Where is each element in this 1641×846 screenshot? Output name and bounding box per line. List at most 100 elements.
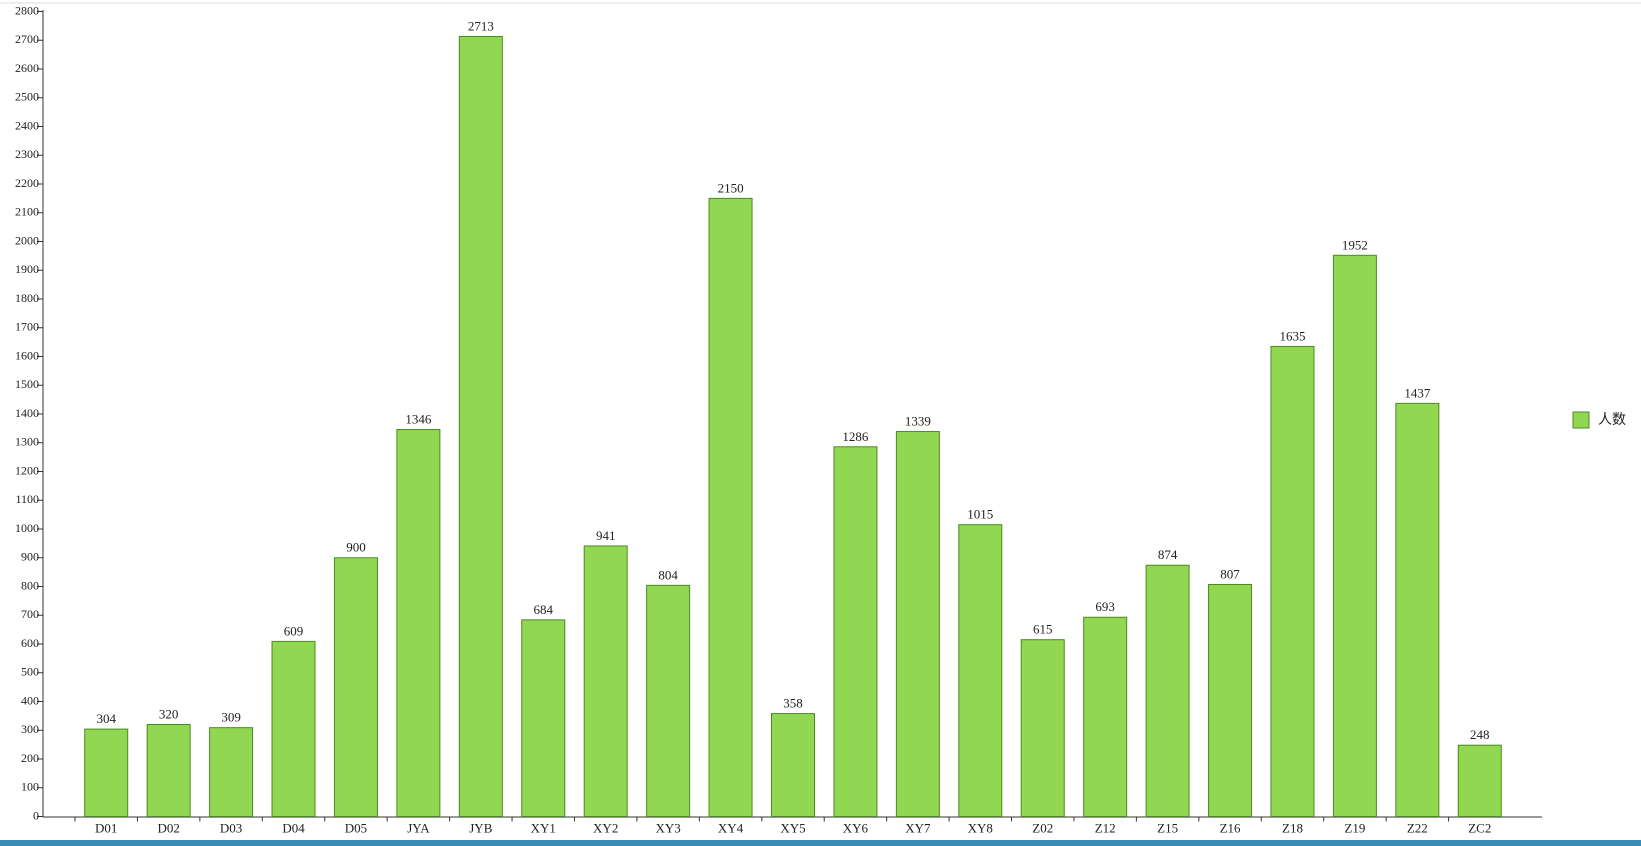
- x-tick-label: JYB: [469, 820, 492, 835]
- data-label: 804: [658, 567, 678, 582]
- data-label: 320: [159, 706, 179, 721]
- y-tick-label: 2000: [15, 233, 39, 247]
- y-tick-label: 1800: [15, 291, 39, 305]
- bar: [84, 728, 129, 817]
- data-label: 615: [1033, 622, 1053, 637]
- data-label: 1286: [842, 429, 869, 444]
- data-label: 2150: [718, 180, 744, 195]
- x-tick-label: Z15: [1157, 820, 1178, 835]
- bar: [833, 446, 878, 817]
- x-tick-label: D05: [345, 820, 367, 835]
- bar: [1395, 402, 1440, 817]
- y-tick-label: 300: [21, 722, 39, 736]
- y-tick-label: 100: [21, 780, 39, 794]
- x-tick-label: XY3: [655, 820, 680, 835]
- bar: [209, 727, 254, 817]
- x-tick-label: D04: [282, 820, 305, 835]
- bar: [458, 36, 503, 817]
- bar: [1270, 345, 1315, 817]
- y-tick-label: 2600: [15, 61, 39, 75]
- x-tick-label: D03: [220, 820, 242, 835]
- bar: [895, 431, 940, 817]
- x-tick-label: XY6: [843, 820, 869, 835]
- legend-text: 人数: [1598, 412, 1626, 428]
- x-tick-label: Z02: [1032, 820, 1053, 835]
- bar: [708, 197, 753, 817]
- bottom-bar: [0, 840, 1641, 846]
- x-tick-label: Z19: [1344, 820, 1365, 835]
- x-tick-label: Z22: [1407, 820, 1428, 835]
- bar: [1332, 254, 1377, 818]
- bar: [583, 545, 628, 818]
- y-tick-label: 1900: [15, 262, 39, 276]
- bar: [1083, 616, 1128, 818]
- y-tick-label: 2400: [15, 118, 39, 132]
- y-tick-label: 400: [21, 693, 39, 707]
- y-tick-label: 500: [21, 665, 39, 679]
- data-label: 304: [96, 711, 116, 726]
- x-tick-label: D01: [95, 820, 117, 835]
- data-label: 900: [346, 540, 366, 555]
- y-tick-label: 1200: [15, 463, 39, 477]
- data-label: 609: [284, 623, 304, 638]
- y-tick-label: 1400: [15, 406, 39, 420]
- y-tick-label: 2500: [15, 90, 39, 104]
- data-label: 693: [1095, 599, 1115, 614]
- legend-swatch: [1572, 411, 1590, 429]
- bar: [146, 724, 191, 817]
- y-tick-label: 2200: [15, 176, 39, 190]
- data-label: 358: [783, 696, 803, 711]
- x-tick-label: XY7: [905, 820, 931, 835]
- y-tick-label: 700: [21, 607, 39, 621]
- y-tick-label: 0: [33, 808, 39, 822]
- bar: [1020, 639, 1065, 817]
- bar: [1208, 583, 1253, 817]
- data-label: 807: [1220, 566, 1240, 581]
- bar: [958, 524, 1003, 817]
- y-tick-label: 2100: [15, 205, 39, 219]
- data-label: 1952: [1342, 237, 1368, 252]
- x-tick-label: D02: [157, 820, 179, 835]
- y-tick-label: 1300: [15, 435, 39, 449]
- data-label: 1346: [405, 412, 432, 427]
- data-label: 941: [596, 528, 616, 543]
- bar: [521, 619, 566, 817]
- bar: [396, 429, 441, 817]
- bar: [271, 640, 316, 817]
- y-tick-label: 2700: [15, 32, 39, 46]
- x-tick-label: Z18: [1282, 820, 1303, 835]
- y-tick-label: 1600: [15, 348, 39, 362]
- x-tick-label: XY5: [780, 820, 805, 835]
- data-label: 309: [221, 710, 241, 725]
- bar: [1457, 744, 1502, 818]
- bar: [1145, 564, 1190, 817]
- y-tick-label: 600: [21, 636, 39, 650]
- y-tick-label: 1700: [15, 320, 39, 334]
- y-tick-label: 200: [21, 751, 39, 765]
- data-label: 1015: [967, 507, 993, 522]
- x-tick-label: Z16: [1220, 820, 1241, 835]
- data-label: 2713: [468, 18, 494, 33]
- x-tick-label: XY8: [968, 820, 993, 835]
- x-tick-label: XY4: [718, 820, 744, 835]
- data-label: 1437: [1404, 385, 1431, 400]
- x-tick-label: JYA: [407, 820, 430, 835]
- y-tick-label: 1500: [15, 377, 39, 391]
- x-tick-label: XY2: [593, 820, 618, 835]
- data-label: 1635: [1279, 328, 1305, 343]
- y-tick-label: 2800: [15, 3, 39, 17]
- x-tick-label: ZC2: [1468, 820, 1491, 835]
- data-label: 248: [1470, 727, 1490, 742]
- y-tick-label: 800: [21, 578, 39, 592]
- x-tick-label: XY1: [531, 820, 556, 835]
- y-tick-label: 2300: [15, 147, 39, 161]
- bar: [333, 557, 378, 817]
- bar: [646, 584, 691, 817]
- y-tick-label: 1100: [15, 492, 39, 506]
- data-label: 1339: [905, 414, 931, 429]
- y-tick-label: 900: [21, 550, 39, 564]
- bar: [771, 713, 815, 818]
- x-tick-label: Z12: [1095, 820, 1116, 835]
- y-tick-label: 1000: [15, 521, 39, 535]
